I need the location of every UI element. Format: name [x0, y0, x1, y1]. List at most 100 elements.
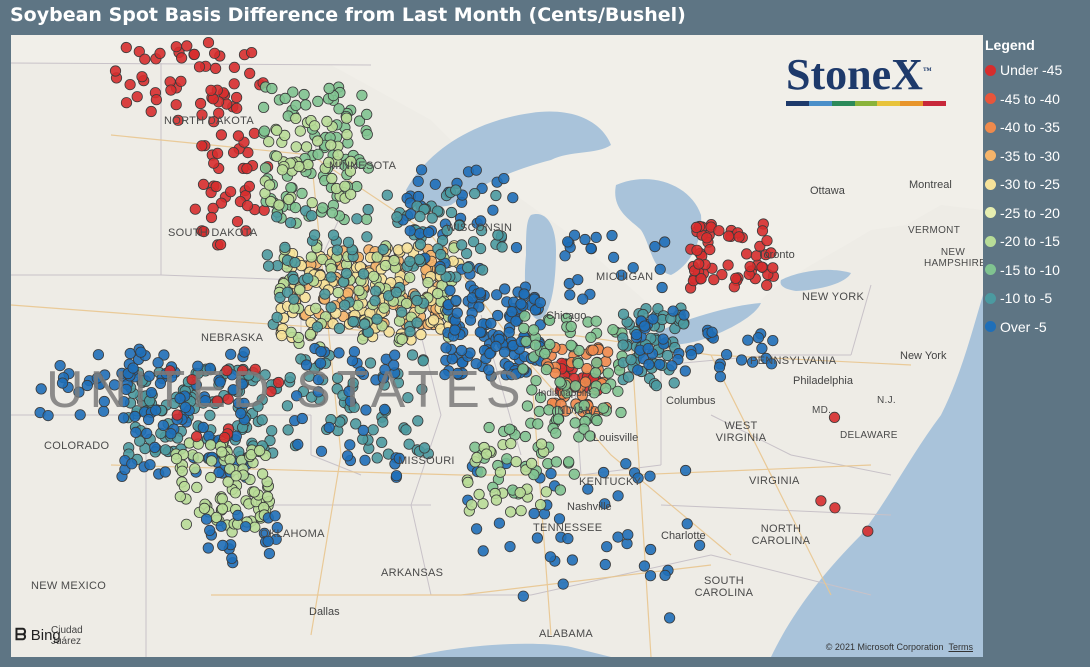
basis-marker[interactable] — [127, 362, 139, 374]
basis-marker[interactable] — [188, 48, 200, 60]
legend-item[interactable]: -20 to -15 — [985, 227, 1090, 256]
basis-marker[interactable] — [331, 244, 343, 256]
basis-marker[interactable] — [288, 293, 300, 305]
basis-marker[interactable] — [174, 490, 186, 503]
basis-marker[interactable] — [230, 470, 242, 482]
basis-marker[interactable] — [306, 210, 318, 222]
basis-marker[interactable] — [154, 377, 166, 389]
basis-marker[interactable] — [557, 578, 569, 590]
basis-marker[interactable] — [396, 333, 408, 345]
basis-marker[interactable] — [343, 385, 355, 398]
basis-marker[interactable] — [351, 213, 363, 225]
basis-marker[interactable] — [706, 326, 718, 338]
basis-marker[interactable] — [659, 569, 671, 582]
basis-marker[interactable] — [510, 315, 522, 327]
basis-marker[interactable] — [271, 521, 283, 534]
basis-marker[interactable] — [339, 299, 351, 311]
basis-marker[interactable] — [361, 128, 373, 141]
basis-marker[interactable] — [315, 345, 327, 358]
basis-marker[interactable] — [701, 232, 713, 244]
basis-marker[interactable] — [109, 65, 122, 77]
basis-marker[interactable] — [390, 470, 403, 482]
basis-marker[interactable] — [544, 338, 556, 350]
basis-marker[interactable] — [217, 539, 229, 551]
basis-marker[interactable] — [622, 529, 634, 541]
basis-marker[interactable] — [263, 260, 275, 272]
basis-marker[interactable] — [642, 342, 654, 355]
basis-marker[interactable] — [767, 334, 779, 347]
basis-marker[interactable] — [141, 427, 153, 439]
basis-marker[interactable] — [515, 505, 527, 517]
basis-marker[interactable] — [108, 379, 121, 391]
basis-marker[interactable] — [713, 361, 726, 373]
basis-marker[interactable] — [144, 459, 156, 471]
basis-marker[interactable] — [326, 172, 338, 185]
basis-marker[interactable] — [371, 313, 383, 325]
basis-marker[interactable] — [403, 438, 415, 450]
basis-marker[interactable] — [494, 466, 506, 478]
basis-marker[interactable] — [216, 446, 228, 458]
basis-marker[interactable] — [585, 242, 597, 255]
basis-marker[interactable] — [402, 392, 414, 404]
basis-marker[interactable] — [215, 520, 227, 532]
basis-marker[interactable] — [192, 452, 204, 464]
basis-marker[interactable] — [339, 180, 351, 192]
basis-marker[interactable] — [202, 37, 215, 49]
legend-item[interactable]: Over -5 — [985, 313, 1090, 342]
basis-marker[interactable] — [196, 109, 208, 121]
basis-marker[interactable] — [484, 347, 496, 360]
basis-marker[interactable] — [271, 150, 283, 162]
basis-marker[interactable] — [379, 364, 391, 376]
basis-marker[interactable] — [519, 310, 531, 322]
basis-marker[interactable] — [572, 357, 584, 370]
basis-marker[interactable] — [462, 262, 474, 274]
basis-marker[interactable] — [139, 53, 151, 65]
basis-marker[interactable] — [404, 272, 416, 284]
basis-marker[interactable] — [175, 75, 187, 87]
basis-marker[interactable] — [526, 384, 538, 396]
basis-marker[interactable] — [224, 463, 236, 475]
basis-marker[interactable] — [238, 346, 250, 358]
basis-marker[interactable] — [361, 108, 373, 121]
basis-marker[interactable] — [388, 255, 400, 267]
basis-marker[interactable] — [426, 212, 438, 224]
basis-marker[interactable] — [504, 506, 517, 518]
basis-marker[interactable] — [327, 229, 340, 241]
basis-marker[interactable] — [612, 385, 624, 397]
basis-marker[interactable] — [342, 236, 355, 248]
basis-marker[interactable] — [120, 383, 132, 395]
basis-marker[interactable] — [474, 287, 486, 299]
basis-marker[interactable] — [545, 467, 557, 480]
basis-marker[interactable] — [667, 305, 679, 317]
basis-marker[interactable] — [214, 376, 226, 388]
basis-marker[interactable] — [498, 346, 511, 358]
basis-marker[interactable] — [172, 114, 184, 126]
basis-marker[interactable] — [300, 359, 313, 371]
basis-marker[interactable] — [205, 471, 217, 484]
basis-marker[interactable] — [414, 211, 426, 223]
basis-marker[interactable] — [91, 372, 103, 384]
basis-marker[interactable] — [622, 371, 635, 383]
basis-marker[interactable] — [591, 357, 603, 369]
basis-marker[interactable] — [644, 470, 656, 482]
basis-marker[interactable] — [236, 378, 248, 390]
basis-marker[interactable] — [215, 239, 227, 251]
basis-marker[interactable] — [679, 365, 691, 377]
basis-marker[interactable] — [761, 235, 773, 247]
basis-marker[interactable] — [181, 40, 193, 52]
basis-marker[interactable] — [485, 317, 497, 329]
basis-marker[interactable] — [204, 524, 216, 536]
basis-marker[interactable] — [179, 401, 192, 413]
basis-marker[interactable] — [503, 326, 515, 338]
basis-marker[interactable] — [445, 206, 458, 219]
basis-marker[interactable] — [505, 437, 517, 450]
basis-marker[interactable] — [289, 257, 301, 269]
basis-marker[interactable] — [503, 423, 516, 435]
basis-marker[interactable] — [597, 466, 610, 479]
basis-marker[interactable] — [296, 187, 308, 199]
basis-marker[interactable] — [228, 61, 240, 74]
basis-marker[interactable] — [434, 264, 447, 276]
basis-marker[interactable] — [195, 97, 207, 110]
basis-marker[interactable] — [584, 430, 596, 442]
basis-marker[interactable] — [413, 253, 425, 265]
